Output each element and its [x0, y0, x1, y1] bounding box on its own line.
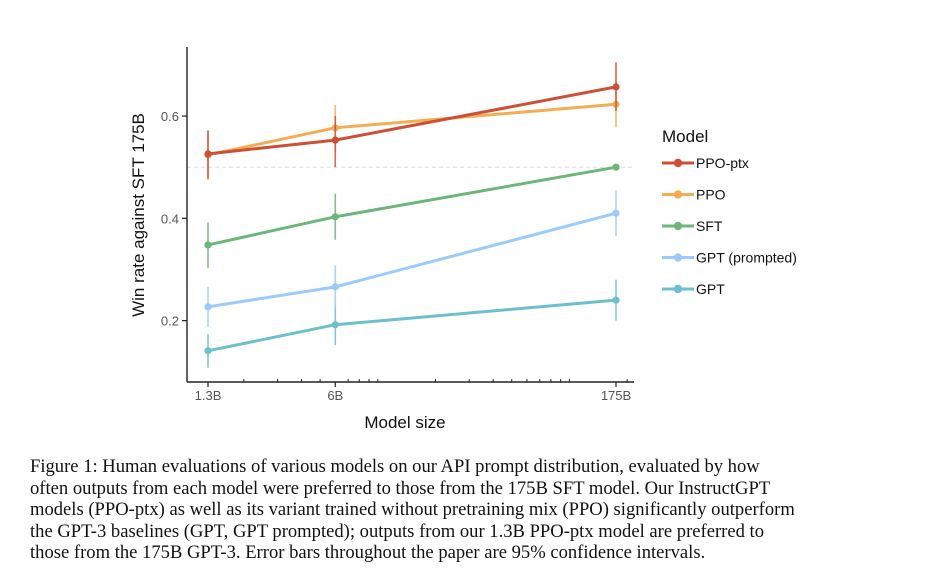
x-axis-title: Model size — [364, 413, 445, 432]
series-line — [207, 298, 617, 353]
legend-swatch-marker — [673, 190, 683, 199]
legend-swatch-marker — [673, 221, 683, 231]
data-point — [331, 136, 339, 144]
data-point — [204, 303, 212, 311]
caption-line: often outputs from each model were prefe… — [30, 477, 771, 499]
y-tick-label: 0.6 — [161, 109, 179, 124]
data-point — [612, 83, 620, 91]
legend-item: PPO — [662, 187, 726, 203]
x-tick-label: 175B — [601, 388, 631, 403]
legend-swatch-marker — [673, 284, 683, 294]
series-sft — [204, 163, 620, 268]
series-line — [207, 211, 617, 309]
legend-item: SFT — [662, 218, 723, 234]
y-tick-label: 0.2 — [161, 314, 179, 329]
legend-label: SFT — [696, 218, 723, 234]
data-point — [331, 321, 339, 329]
y-tick-label: 0.4 — [161, 211, 179, 226]
legend-swatch-marker — [673, 158, 683, 168]
data-point — [612, 296, 620, 304]
legend: Model PPO-ptx PPO SFT GPT (prompted) GPT — [662, 127, 797, 297]
series-gpt — [204, 279, 620, 368]
data-point — [331, 283, 339, 291]
data-point — [331, 213, 339, 221]
data-point — [204, 347, 212, 355]
caption-line: those from the 175B GPT-3. Error bars th… — [30, 542, 706, 563]
x-tick-label: 6B — [327, 388, 343, 403]
legend-item: GPT (prompted) — [662, 250, 797, 266]
series-ppo-ptx — [204, 62, 620, 179]
caption-line: models (PPO-ptx) as well as its variant … — [30, 499, 795, 520]
data-point — [612, 163, 620, 171]
legend-label: PPO — [696, 187, 726, 203]
data-point — [204, 241, 212, 249]
legend-label: GPT — [696, 281, 725, 297]
series-gpt-prompted — [204, 190, 620, 327]
series-ppo — [204, 81, 620, 180]
figure-caption: Figure 1: Human evaluations of various m… — [30, 456, 930, 564]
caption-line: Figure 1: Human evaluations of various m… — [30, 456, 760, 477]
data-point — [612, 209, 620, 217]
legend-label: GPT (prompted) — [696, 250, 797, 266]
win-rate-chart: 0.2 0.4 0.6 1.3B 6B 175B Win rate against SFT… — [129, 47, 797, 432]
legend-label: PPO-ptx — [696, 155, 749, 171]
legend-item: PPO-ptx — [662, 155, 749, 171]
legend-title: Model — [662, 127, 708, 146]
series-line — [207, 165, 617, 247]
data-point — [204, 150, 212, 158]
caption-line: the GPT-3 baselines (GPT, GPT prompted);… — [30, 520, 764, 542]
x-tick-label: 1.3B — [195, 388, 222, 403]
legend-swatch-marker — [673, 253, 683, 262]
y-axis-title: Win rate against SFT 175B — [129, 113, 148, 317]
legend-item: GPT — [662, 281, 725, 297]
